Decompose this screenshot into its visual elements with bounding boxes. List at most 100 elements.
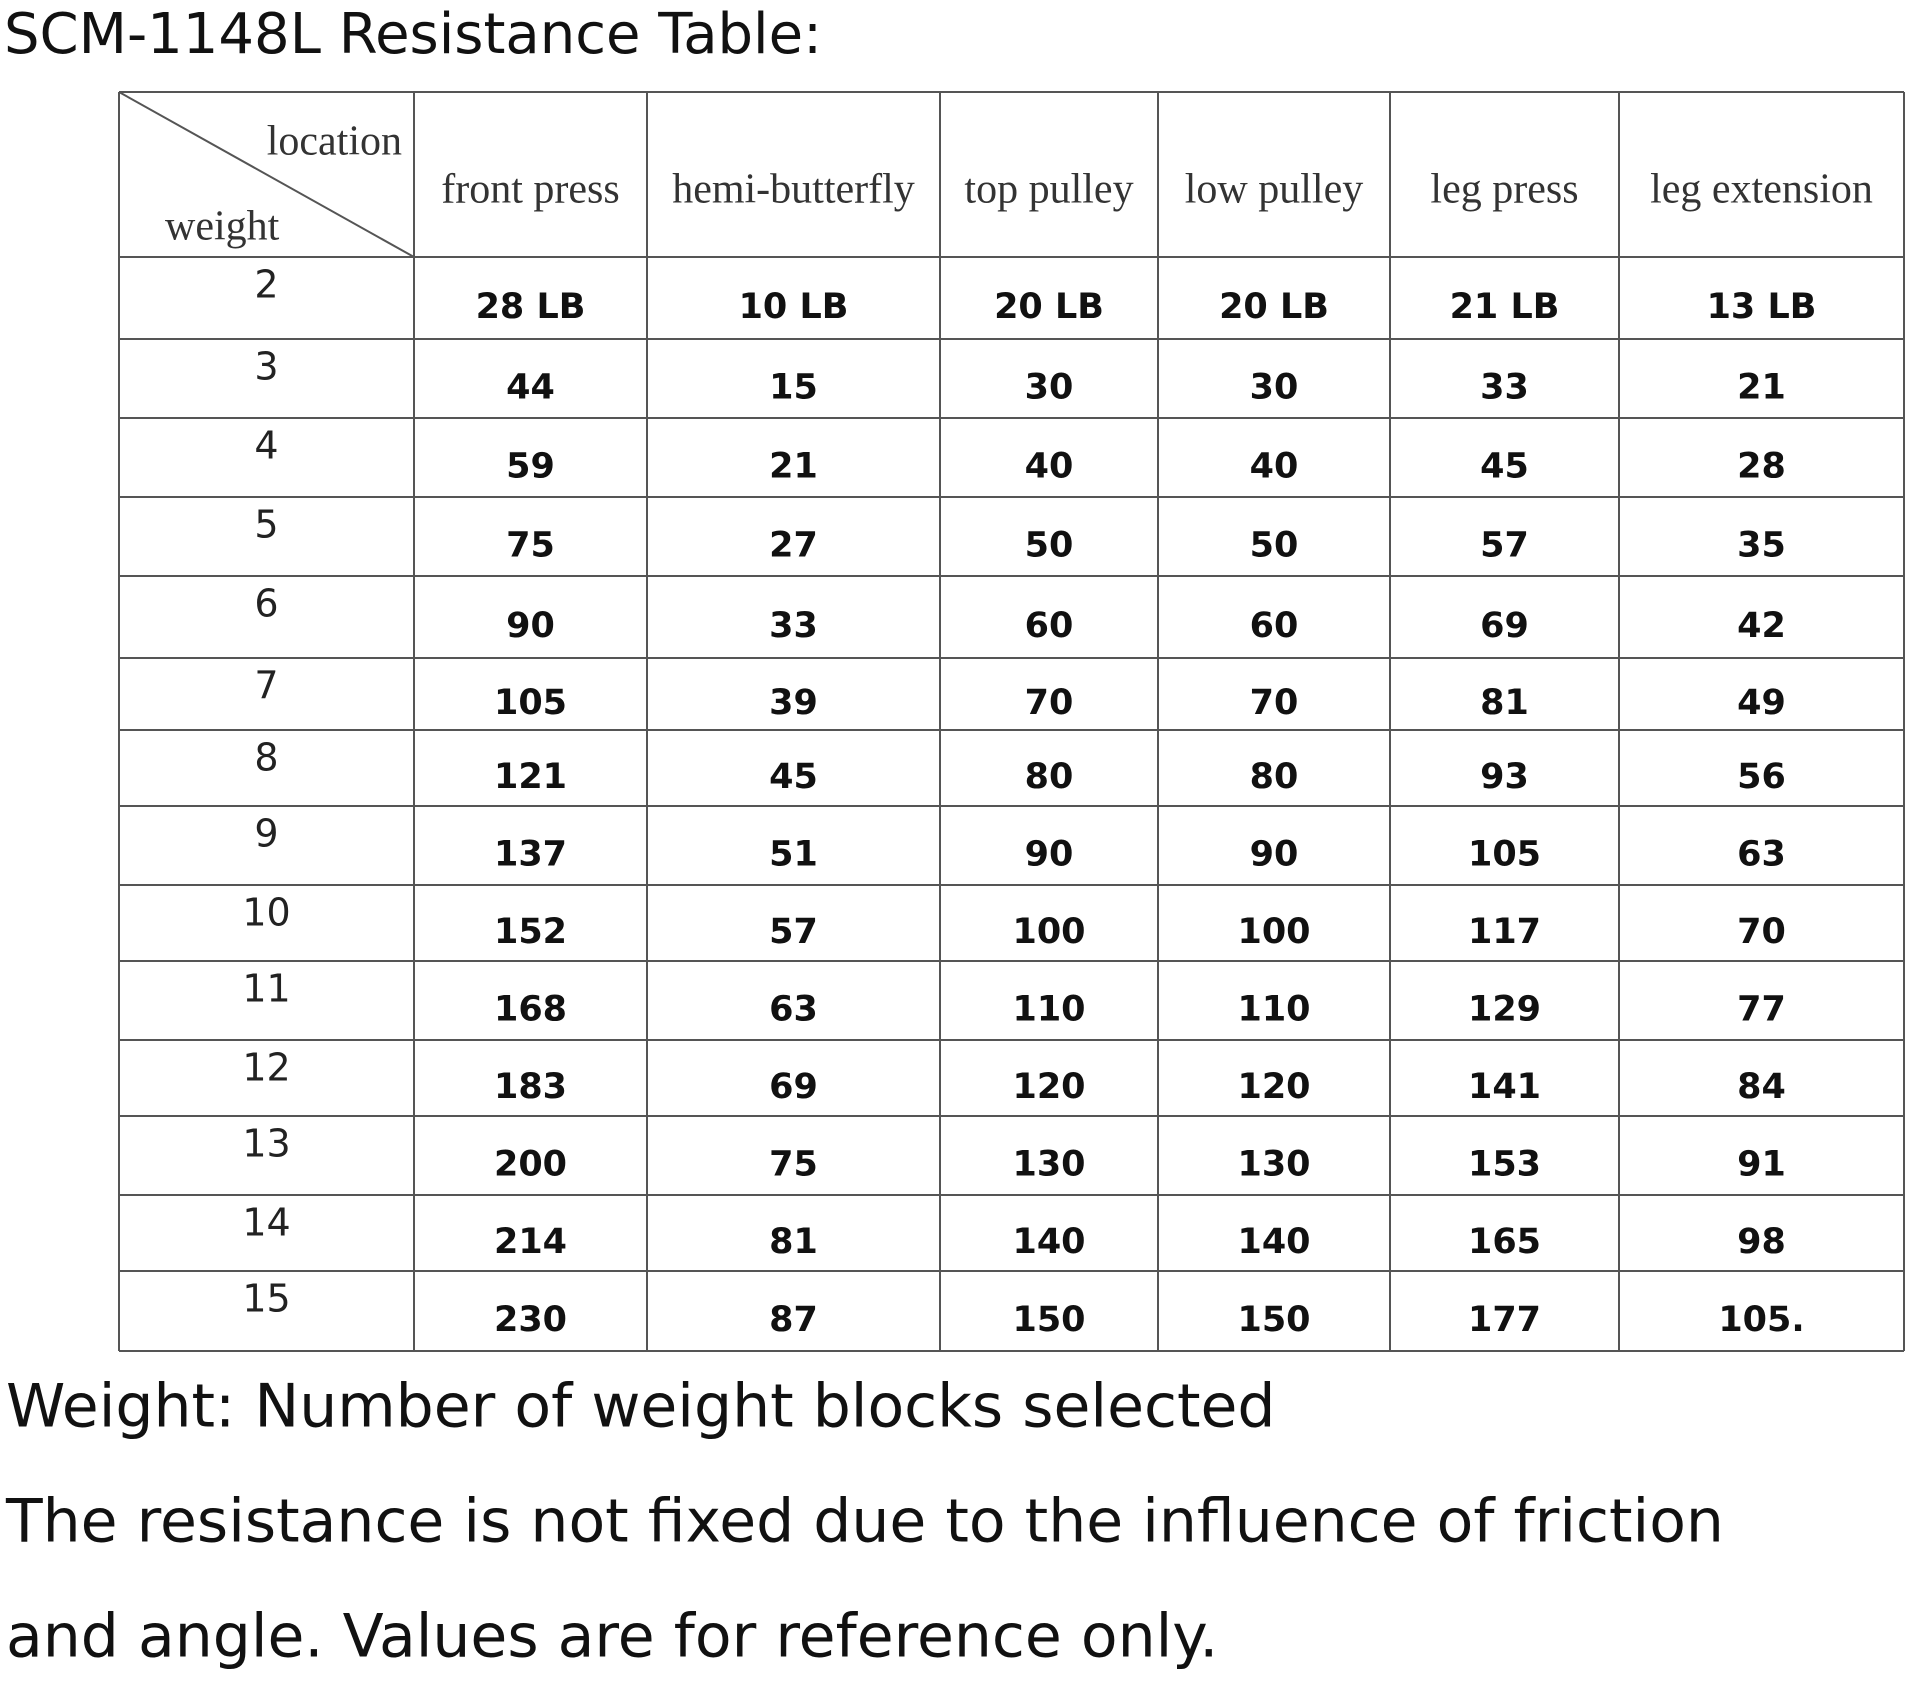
- value-cell: 141: [1468, 1067, 1541, 1107]
- value-cell: 33: [1480, 368, 1529, 408]
- value-cell: 35: [1737, 526, 1786, 566]
- value-cell: 140: [1012, 1222, 1085, 1262]
- value-cell: 20 LB: [994, 287, 1104, 327]
- value-cell: 91: [1737, 1145, 1786, 1185]
- value-cell: 130: [1237, 1145, 1310, 1185]
- weight-cell: 5: [254, 503, 278, 547]
- value-cell: 15: [769, 368, 818, 408]
- value-cell: 44: [506, 368, 555, 408]
- value-cell: 40: [1250, 447, 1299, 487]
- value-cell: 13 LB: [1707, 287, 1817, 327]
- corner-top: location: [267, 119, 402, 165]
- column-header: top pulley: [964, 167, 1133, 213]
- weight-cell: 9: [254, 812, 278, 856]
- value-cell: 117: [1468, 912, 1541, 952]
- value-cell: 81: [1480, 683, 1529, 723]
- value-cell: 105: [494, 683, 567, 723]
- value-cell: 40: [1025, 447, 1074, 487]
- weight-cell: 10: [242, 891, 290, 935]
- value-cell: 165: [1468, 1222, 1541, 1262]
- value-cell: 168: [494, 990, 567, 1030]
- value-cell: 153: [1468, 1145, 1541, 1185]
- weight-cell: 3: [254, 345, 278, 389]
- value-cell: 140: [1237, 1222, 1310, 1262]
- value-cell: 27: [769, 526, 818, 566]
- weight-cell: 15: [242, 1277, 290, 1321]
- weight-cell: 11: [242, 967, 290, 1011]
- weight-cell: 6: [254, 582, 278, 626]
- value-cell: 100: [1237, 912, 1310, 952]
- value-cell: 80: [1025, 757, 1074, 797]
- value-cell: 30: [1250, 368, 1299, 408]
- value-cell: 84: [1737, 1067, 1786, 1107]
- value-cell: 57: [1480, 526, 1529, 566]
- value-cell: 42: [1737, 606, 1786, 646]
- value-cell: 51: [769, 835, 818, 875]
- value-cell: 60: [1250, 606, 1299, 646]
- value-cell: 10 LB: [739, 287, 849, 327]
- value-cell: 200: [494, 1145, 567, 1185]
- corner-bottom: weight: [165, 204, 280, 250]
- note: Weight: Number of weight blocks selected: [6, 1372, 1276, 1442]
- value-cell: 93: [1480, 757, 1529, 797]
- value-cell: 81: [769, 1222, 818, 1262]
- value-cell: 77: [1737, 990, 1786, 1030]
- value-cell: 70: [1737, 912, 1786, 952]
- note: The resistance is not fixed due to the i…: [5, 1487, 1724, 1557]
- value-cell: 63: [769, 990, 818, 1030]
- value-cell: 75: [506, 526, 555, 566]
- value-cell: 70: [1250, 683, 1299, 723]
- value-cell: 63: [1737, 835, 1786, 875]
- value-cell: 50: [1250, 526, 1299, 566]
- value-cell: 177: [1468, 1300, 1541, 1340]
- value-cell: 137: [494, 835, 567, 875]
- value-cell: 121: [494, 757, 567, 797]
- value-cell: 105.: [1718, 1300, 1804, 1340]
- value-cell: 230: [494, 1300, 567, 1340]
- column-header: hemi-butterfly: [672, 167, 915, 213]
- value-cell: 20 LB: [1219, 287, 1329, 327]
- weight-cell: 14: [242, 1201, 290, 1245]
- title: SCM-1148L Resistance Table:: [4, 2, 822, 67]
- value-cell: 150: [1237, 1300, 1310, 1340]
- value-cell: 69: [769, 1067, 818, 1107]
- column-header: low pulley: [1185, 167, 1363, 213]
- value-cell: 150: [1012, 1300, 1085, 1340]
- value-cell: 90: [1025, 835, 1074, 875]
- note: and angle. Values are for reference only…: [6, 1602, 1218, 1672]
- value-cell: 28: [1737, 447, 1786, 487]
- value-cell: 33: [769, 606, 818, 646]
- value-cell: 57: [769, 912, 818, 952]
- value-cell: 70: [1025, 683, 1074, 723]
- value-cell: 90: [506, 606, 555, 646]
- weight-cell: 12: [242, 1046, 290, 1090]
- value-cell: 50: [1025, 526, 1074, 566]
- value-cell: 183: [494, 1067, 567, 1107]
- value-cell: 39: [769, 683, 818, 723]
- weight-cell: 2: [254, 263, 278, 307]
- weight-cell: 13: [242, 1122, 290, 1166]
- corner-diagonal: [118, 91, 415, 258]
- value-cell: 75: [769, 1145, 818, 1185]
- value-cell: 69: [1480, 606, 1529, 646]
- value-cell: 49: [1737, 683, 1786, 723]
- value-cell: 110: [1012, 990, 1085, 1030]
- column-header: front press: [441, 167, 619, 213]
- weight-cell: 4: [254, 424, 278, 468]
- value-cell: 21: [1737, 368, 1786, 408]
- value-cell: 90: [1250, 835, 1299, 875]
- weight-cell: 8: [254, 736, 278, 780]
- value-cell: 87: [769, 1300, 818, 1340]
- value-cell: 110: [1237, 990, 1310, 1030]
- value-cell: 130: [1012, 1145, 1085, 1185]
- value-cell: 21: [769, 447, 818, 487]
- value-cell: 60: [1025, 606, 1074, 646]
- value-cell: 21 LB: [1450, 287, 1560, 327]
- value-cell: 129: [1468, 990, 1541, 1030]
- value-cell: 98: [1737, 1222, 1786, 1262]
- column-header: leg press: [1430, 167, 1578, 213]
- column-header: leg extension: [1650, 167, 1873, 213]
- value-cell: 59: [506, 447, 555, 487]
